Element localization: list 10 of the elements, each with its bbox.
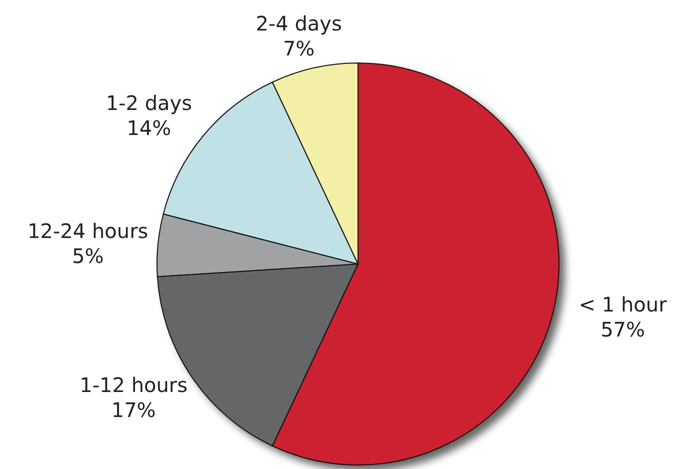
data-label: 14% [126,116,172,140]
slice-label: 12-24 hours [28,218,148,243]
data-label: 5% [72,244,104,268]
slice-label: 2-4 days [256,11,342,36]
data-label: 57% [600,317,646,342]
data-label: 7% [282,36,315,60]
slice-label: 1-2 days [106,91,192,116]
slice-label: 1-12 hours [80,373,188,398]
slice-label: < 1 hour [578,292,668,316]
data-label: 17% [111,398,156,422]
